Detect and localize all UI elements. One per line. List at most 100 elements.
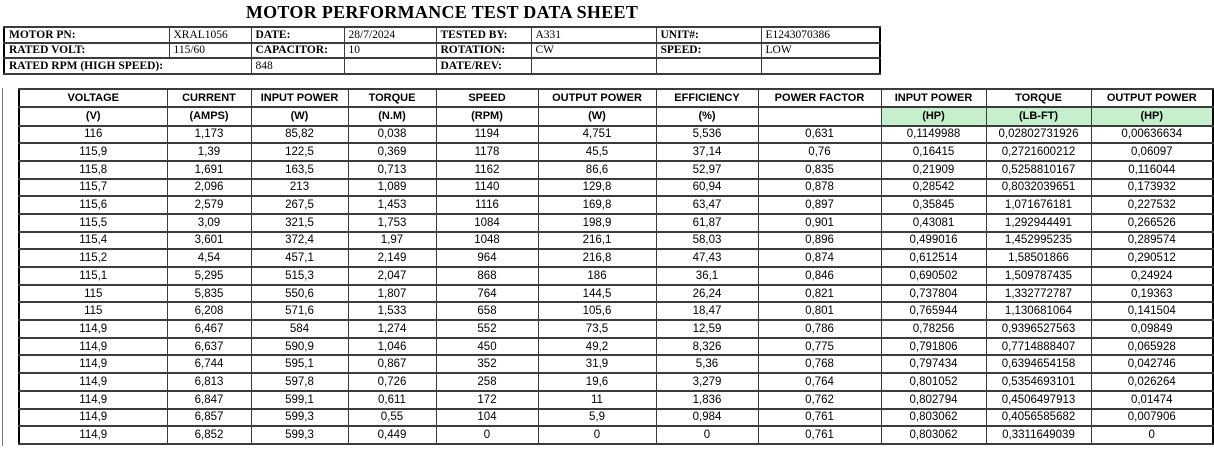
data-cell: 0,289574 [1090,230,1214,251]
data-cell: 571,6 [250,301,349,322]
data-cell: 114,9 [18,319,168,339]
data-row: 115 5,835 550,6 1,807 764 144,5 26,24 0,821 0,73… [18,283,1214,304]
data-cell: 0,878 [757,177,882,198]
column-unit-current: (AMPS) [166,106,252,127]
data-row: 115,4 3,601 372,4 1,97 1048 216,1 58,03 0,896 0,… [18,230,1214,251]
data-cell: 115,1 [18,266,168,286]
data-cell: 0,984 [655,407,759,428]
data-cell: 0,141504 [1090,301,1214,322]
data-cell: 61,87 [655,212,759,233]
column-unit-efficiency: (%) [655,106,759,127]
data-cell: 198,9 [537,212,657,233]
data-cell: 0,801 [757,301,882,322]
data-cell: 0 [655,425,759,445]
data-cell: 0,901 [757,212,882,233]
data-cell: 1,452995235 [985,230,1092,251]
data-cell: 0,713 [347,159,437,180]
data-cell: 0 [1090,425,1214,445]
data-cell: 49,2 [537,336,657,357]
data-cell: 764 [435,283,539,304]
data-cell: 0,19363 [1090,283,1214,304]
data-cell: 1,292944491 [985,212,1092,233]
data-cell: 2,047 [347,266,437,286]
data-cell: 550,6 [250,283,349,304]
data-cell: 105,6 [537,301,657,322]
data-cell: 0,6394654158 [985,354,1092,375]
data-cell: 0,35845 [880,195,987,215]
data-cell: 45,5 [537,142,657,162]
data-cell: 0,06097 [1090,142,1214,162]
info-value-speed: LOW [760,41,881,59]
column-name-speed-rpm: SPEED [435,87,539,108]
data-cell: 104 [435,407,539,428]
data-row: 114,9 6,847 599,1 0,611 172 11 1,836 0,762 0,802… [18,389,1214,410]
column-unit-input-power-hp: (HP) [880,106,987,127]
data-row: 116 1,173 85,82 0,038 1194 4,751 5,536 0,631 0,1… [18,124,1214,145]
data-cell: 115,8 [18,159,168,180]
data-row: 114,9 6,744 595,1 0,867 352 31,9 5,36 0,768 0,79… [18,354,1214,375]
data-cell: 0,227532 [1090,195,1214,215]
data-cell: 0,737804 [880,283,987,304]
data-cell: 0,449 [347,425,437,445]
column-name-torque-nm: TORQUE [347,87,437,108]
info-row-2: RATED VOLT: 115/60 CAPACITOR: 10 ROTATIO… [3,41,881,59]
column-name-efficiency: EFFICIENCY [655,87,759,108]
data-cell: 0,173932 [1090,177,1214,198]
data-cell: 114,9 [18,425,168,445]
data-cell: 6,467 [166,319,252,339]
info-label-rotation: ROTATION: [435,41,532,59]
data-row: 115 6,208 571,6 1,533 658 105,6 18,47 0,801 0,76… [18,301,1214,322]
sheet-title: MOTOR PERFORMANCE TEST DATA SHEET [245,2,639,22]
data-cell: 0,786 [757,319,882,339]
data-cell: 115,9 [18,142,168,162]
info-value-rotation: CW [530,41,657,59]
data-cell: 0,116044 [1090,159,1214,180]
column-unit-power-factor [757,106,882,127]
column-unit-output-power-w: (W) [537,106,657,127]
info-empty-cell [760,57,881,75]
data-cell: 1140 [435,177,539,198]
data-cell: 4,751 [537,124,657,145]
data-cell: 0,803062 [880,407,987,428]
data-cell: 1,453 [347,195,437,215]
data-cell: 115,7 [18,177,168,198]
data-cell: 3,279 [655,372,759,392]
data-cell: 0,21909 [880,159,987,180]
data-cell: 6,744 [166,354,252,375]
data-cell: 0,5354693101 [985,372,1092,392]
data-cell: 0,874 [757,248,882,268]
data-cell: 3,09 [166,212,252,233]
data-cell: 0,499016 [880,230,987,251]
info-value-rated-rpm: 848 [250,57,345,75]
column-units-row: (V) (AMPS) (W) (N.M) (RPM) (W) (%) (HP) (LB-FT)(… [18,106,1214,127]
data-cell: 122,5 [250,142,349,162]
data-cell: 186 [537,266,657,286]
data-cell: 0,846 [757,266,882,286]
data-cell: 19,6 [537,372,657,392]
column-name-input-power-w: INPUT POWER [250,87,349,108]
data-cell: 115 [18,283,168,304]
data-cell: 6,857 [166,407,252,428]
data-cell: 11 [537,389,657,410]
data-row: 115,7 2,096 213 1,089 1140 129,8 60,94 0,878 0,2… [18,177,1214,198]
data-cell: 0,369 [347,142,437,162]
column-unit-torque-nm: (N.M) [347,106,437,127]
data-cell: 0,797434 [880,354,987,375]
data-cell: 0,761 [757,425,882,445]
data-row: 115,5 3,09 321,5 1,753 1084 198,9 61,87 0,901 0,… [18,212,1214,233]
data-cell: 0,690502 [880,266,987,286]
data-cell: 0,266526 [1090,212,1214,233]
info-value-motor-pn: XRAL1056 [168,26,252,44]
data-cell: 5,295 [166,266,252,286]
data-cell: 1,753 [347,212,437,233]
data-cell: 321,5 [250,212,349,233]
data-cell: 0,026264 [1090,372,1214,392]
data-cell: 8,326 [655,336,759,357]
column-name-current: CURRENT [166,87,252,108]
data-cell: 590,9 [250,336,349,357]
data-cell: 36,1 [655,266,759,286]
data-cell: 595,1 [250,354,349,375]
data-cell: 1,509787435 [985,266,1092,286]
column-name-power-factor: POWER FACTOR [757,87,882,108]
data-cell: 0,2721600212 [985,142,1092,162]
